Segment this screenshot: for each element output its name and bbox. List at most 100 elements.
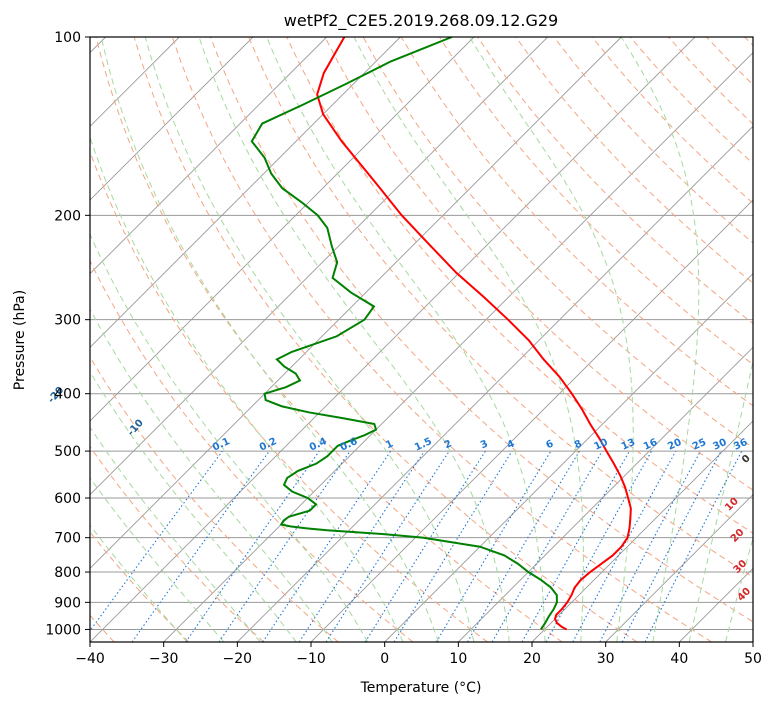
isotherm-line bbox=[90, 37, 548, 496]
y-tick-label: 800 bbox=[54, 565, 81, 581]
mixing-ratio-label: 20 bbox=[666, 437, 683, 453]
y-tick-label: 500 bbox=[54, 444, 81, 460]
moist-adiabat-line bbox=[620, 37, 700, 642]
mixing-ratio-label: 4 bbox=[506, 438, 517, 451]
mixing-ratio-label: 13 bbox=[620, 437, 637, 453]
isotherm-line bbox=[679, 567, 753, 642]
mixing-ratio-line bbox=[393, 450, 513, 642]
moist-adiabat-line bbox=[266, 37, 546, 642]
moist-adiabat-line bbox=[353, 37, 584, 642]
x-tick-label: 30 bbox=[597, 651, 615, 667]
isotherm-line bbox=[90, 37, 327, 275]
dry-adiabat-label: -10 bbox=[126, 418, 146, 439]
y-tick-label: 600 bbox=[54, 491, 81, 507]
y-tick-label: 400 bbox=[54, 387, 81, 403]
wet-adiabat-label: 40 bbox=[736, 586, 754, 604]
mixing-ratio-label: 1 bbox=[384, 438, 395, 451]
mixing-ratio-label: 6 bbox=[544, 438, 555, 451]
mixing-ratio-label: 2 bbox=[443, 438, 454, 451]
dry-adiabat-line bbox=[286, 37, 753, 534]
mixing-ratio-line bbox=[599, 450, 702, 642]
isotherm-line bbox=[90, 37, 254, 201]
mixing-ratio-line bbox=[90, 450, 223, 632]
isotherm-line bbox=[310, 199, 753, 642]
mixing-ratio-line bbox=[185, 450, 320, 642]
chart-title: wetPf2_C2E5.2019.268.09.12.G29 bbox=[284, 11, 558, 31]
isotherm-line bbox=[90, 37, 401, 348]
x-tick-label: −20 bbox=[223, 651, 253, 667]
x-tick-label: −30 bbox=[149, 651, 179, 667]
dry-adiabat-line bbox=[90, 356, 339, 642]
isotherm-line bbox=[752, 641, 753, 642]
dry-adiabat-line bbox=[668, 37, 753, 125]
dry-adiabat-line bbox=[90, 259, 414, 642]
y-tick-label: 300 bbox=[54, 313, 81, 329]
mixing-ratio-label: 10 bbox=[592, 437, 609, 453]
dry-adiabat-line bbox=[324, 37, 753, 491]
dry-adiabat-line bbox=[90, 150, 488, 642]
mixing-ratio-line bbox=[644, 450, 743, 642]
y-tick-label: 100 bbox=[54, 30, 81, 46]
isotherm-line bbox=[90, 37, 475, 422]
y-axis-label: Pressure (hPa) bbox=[12, 290, 28, 390]
isotherm-line bbox=[90, 37, 696, 642]
x-tick-label: 50 bbox=[744, 651, 762, 667]
moist-adiabat-line bbox=[90, 135, 404, 642]
x-tick-label: −10 bbox=[296, 651, 326, 667]
dry-adiabat-line bbox=[553, 37, 753, 244]
x-tick-label: 20 bbox=[523, 651, 541, 667]
isotherm-line bbox=[384, 273, 753, 642]
moist-adiabat-line bbox=[90, 370, 297, 642]
mixing-ratio-line bbox=[364, 450, 486, 642]
dry-adiabat-line bbox=[210, 37, 753, 623]
moist-adiabat-line bbox=[90, 426, 261, 642]
mixing-ratio-label: 36 bbox=[732, 437, 749, 453]
wet-adiabat-label: 20 bbox=[729, 527, 747, 545]
dry-adiabat-line bbox=[248, 37, 753, 578]
dry-adiabat-line bbox=[133, 37, 638, 642]
isotherm-line bbox=[531, 420, 753, 642]
moist-adiabat-line bbox=[688, 358, 753, 642]
mixing-ratio-line bbox=[435, 450, 552, 642]
mixing-ratio-line bbox=[325, 450, 450, 642]
mixing-ratio-label: 16 bbox=[642, 437, 659, 453]
x-tick-label: 0 bbox=[380, 651, 389, 667]
x-tick-label: 40 bbox=[670, 651, 688, 667]
moist-adiabat-line bbox=[90, 233, 369, 642]
dry-adiabat-line bbox=[90, 445, 264, 642]
dry-adiabat-line bbox=[515, 37, 753, 284]
x-axis-ticks: −40 −30 −20 −10 0 10 20 30 40 50 bbox=[75, 642, 762, 667]
adiabat-labels: 0.10.20.40.611.52346810131620253036-100-… bbox=[46, 385, 754, 604]
isotherm-line bbox=[90, 37, 622, 569]
x-tick-label: 10 bbox=[449, 651, 467, 667]
moist-adiabat-line bbox=[90, 308, 333, 642]
mixing-ratio-label: 25 bbox=[691, 437, 708, 453]
mixing-ratio-line bbox=[572, 450, 677, 642]
x-tick-label: −40 bbox=[75, 651, 105, 667]
y-tick-label: 900 bbox=[54, 595, 81, 611]
moist-adiabat-line bbox=[144, 37, 475, 642]
moist-adiabat-line bbox=[725, 536, 753, 642]
background-lines bbox=[90, 37, 753, 642]
wet-adiabat-label: 0 bbox=[740, 453, 753, 466]
y-tick-label: 700 bbox=[54, 531, 81, 547]
dry-adiabat-line bbox=[591, 37, 753, 204]
isotherm-line bbox=[163, 52, 753, 642]
dry-adiabat-line bbox=[171, 37, 712, 642]
moist-adiabat-line bbox=[90, 476, 225, 642]
y-tick-label: 1000 bbox=[45, 622, 81, 638]
dewpoint-profile-line bbox=[250, 37, 558, 631]
dry-adiabat-line bbox=[706, 37, 753, 86]
moist-adiabat-line bbox=[90, 524, 188, 642]
mixing-ratio-line bbox=[262, 450, 392, 642]
isotherm-line bbox=[458, 346, 753, 642]
profile-lines bbox=[250, 37, 632, 631]
x-axis-label: Temperature (°C) bbox=[360, 680, 482, 696]
moist-adiabat-line bbox=[100, 37, 439, 642]
dry-adiabat-line bbox=[90, 531, 190, 642]
y-tick-label: 200 bbox=[54, 208, 81, 224]
mixing-ratio-line bbox=[298, 450, 425, 642]
plot-frame bbox=[89, 36, 754, 643]
mixing-ratio-line bbox=[521, 450, 630, 642]
